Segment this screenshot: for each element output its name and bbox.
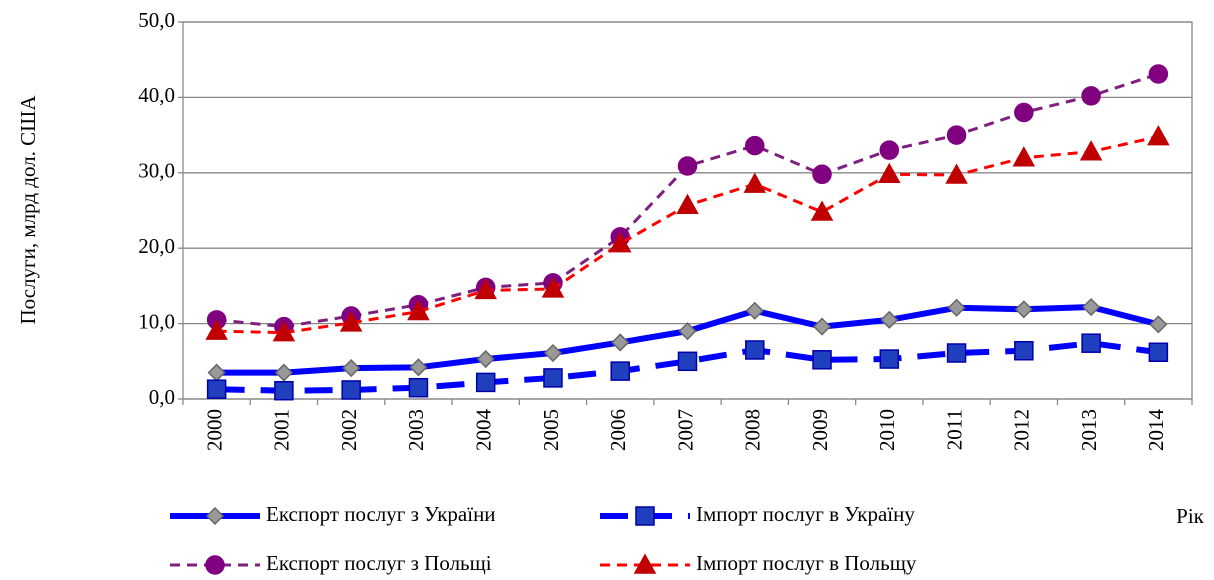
- x-tick-label: 2006: [606, 409, 630, 451]
- point: [812, 317, 832, 336]
- point: [879, 349, 900, 369]
- y-axis-label: Послуги, млрд дол. США: [16, 95, 40, 325]
- legend-label: Експорт послуг з Польщі: [266, 551, 492, 575]
- point: [610, 361, 630, 381]
- x-tick-label: 2004: [472, 409, 496, 452]
- point: [272, 321, 296, 342]
- point: [205, 319, 228, 340]
- point: [1149, 315, 1168, 334]
- legend-marker: [205, 555, 225, 575]
- point: [1012, 146, 1036, 167]
- point: [743, 172, 767, 193]
- point: [676, 193, 699, 214]
- x-axis-label: Рік: [1176, 504, 1205, 528]
- point: [1148, 342, 1169, 363]
- point: [812, 350, 832, 370]
- x-tick-label: 2012: [1010, 409, 1034, 451]
- point: [541, 277, 565, 298]
- point: [745, 135, 765, 156]
- legend-label: Імпорт послуг в Україну: [696, 502, 915, 526]
- point: [543, 368, 563, 388]
- point: [678, 322, 697, 341]
- point: [608, 232, 632, 253]
- y-tick-label: 0,0: [149, 385, 175, 409]
- x-tick-label: 2002: [337, 409, 361, 451]
- point: [207, 363, 226, 382]
- y-tick-label: 10,0: [138, 309, 175, 333]
- point: [409, 358, 428, 377]
- y-tick-label: 30,0: [138, 159, 175, 183]
- point: [810, 200, 834, 221]
- point: [677, 156, 698, 176]
- x-tick-label: 2009: [808, 409, 832, 451]
- point: [543, 343, 563, 363]
- point: [206, 379, 227, 399]
- x-tick-label: 2011: [942, 409, 966, 450]
- series-line: [216, 340, 1159, 394]
- point: [1014, 340, 1034, 361]
- point: [341, 380, 361, 400]
- x-tick-label: 2010: [875, 409, 899, 451]
- point: [407, 299, 430, 321]
- point: [408, 377, 429, 398]
- x-tick-label: 2001: [270, 409, 294, 451]
- point: [1014, 102, 1034, 123]
- legend-marker: [205, 506, 225, 526]
- x-tick-label: 2008: [741, 409, 765, 451]
- point: [812, 164, 832, 185]
- point: [1148, 64, 1169, 84]
- point: [878, 162, 901, 184]
- point: [947, 298, 966, 317]
- point: [946, 343, 967, 363]
- point: [1079, 140, 1103, 161]
- x-tick-label: 2013: [1077, 409, 1101, 451]
- point: [475, 372, 496, 393]
- point: [1081, 333, 1101, 353]
- y-tick-label: 40,0: [138, 83, 175, 107]
- point: [1014, 300, 1033, 319]
- y-tick-label: 50,0: [138, 8, 175, 32]
- x-tick-label: 2005: [539, 409, 563, 451]
- point: [945, 163, 968, 184]
- point: [476, 349, 495, 369]
- legend-label: Імпорт послуг в Польщу: [696, 551, 917, 575]
- x-tick-label: 2000: [202, 409, 226, 451]
- point: [274, 363, 293, 382]
- point: [879, 140, 900, 160]
- legend-marker: [635, 506, 655, 526]
- legend-label: Експорт послуг з України: [266, 502, 496, 526]
- x-tick-label: 2007: [673, 409, 697, 451]
- plot-border: [182, 21, 1193, 400]
- y-tick-label: 20,0: [138, 234, 175, 258]
- x-tick-label: 2014: [1144, 409, 1168, 452]
- point: [745, 340, 765, 360]
- point: [880, 310, 899, 329]
- point: [745, 301, 764, 320]
- point: [1081, 86, 1101, 106]
- point: [1147, 125, 1170, 146]
- point: [339, 311, 363, 332]
- point: [342, 359, 361, 378]
- point: [611, 333, 630, 352]
- point: [1082, 297, 1101, 317]
- x-tick-label: 2003: [404, 409, 428, 451]
- legend-marker: [633, 553, 657, 574]
- point: [677, 351, 698, 372]
- point: [274, 380, 294, 401]
- point: [946, 125, 967, 145]
- point: [474, 278, 497, 300]
